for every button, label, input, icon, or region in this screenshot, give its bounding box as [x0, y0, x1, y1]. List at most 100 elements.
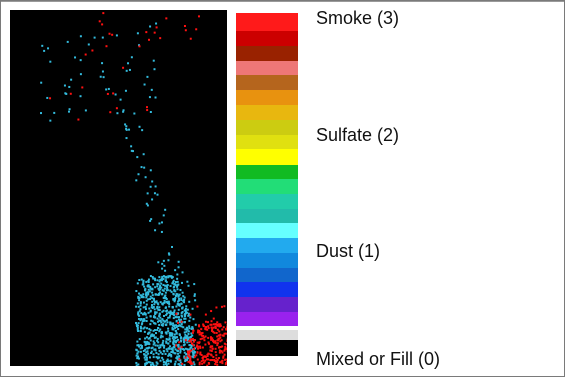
- aerosol-pixel: [46, 96, 49, 99]
- aerosol-pixel: [165, 297, 168, 300]
- aerosol-pixel: [183, 298, 186, 301]
- aerosol-pixel: [158, 330, 161, 333]
- aerosol-pixel: [40, 112, 43, 115]
- aerosol-pixel: [175, 344, 178, 347]
- aerosol-pixel: [177, 316, 180, 319]
- aerosol-pixel: [162, 322, 165, 325]
- aerosol-pixel: [171, 337, 174, 340]
- aerosol-pixel: [184, 336, 187, 339]
- aerosol-pixel: [137, 311, 140, 314]
- aerosol-pixel: [144, 355, 147, 358]
- aerosol-pixel: [167, 276, 170, 279]
- aerosol-pixel: [165, 359, 168, 362]
- aerosol-pixel: [176, 273, 179, 276]
- aerosol-pixel: [167, 338, 170, 341]
- aerosol-pixel: [225, 328, 227, 331]
- aerosol-pixel: [196, 358, 199, 361]
- aerosol-pixel: [174, 341, 177, 344]
- aerosol-pixel: [145, 31, 148, 34]
- aerosol-pixel: [195, 28, 198, 31]
- aerosol-pixel: [138, 296, 141, 299]
- aerosol-pixel: [169, 345, 172, 348]
- aerosol-pixel: [135, 305, 138, 308]
- aerosol-pixel: [196, 305, 199, 308]
- aerosol-pixel: [176, 277, 179, 280]
- aerosol-pixel: [136, 156, 139, 159]
- aerosol-pixel: [173, 283, 176, 286]
- aerosol-pixel: [176, 358, 179, 361]
- aerosol-pixel: [207, 352, 210, 355]
- aerosol-pixel: [159, 284, 162, 287]
- aerosol-pixel: [40, 81, 43, 84]
- aerosol-pixel: [207, 325, 210, 328]
- aerosol-pixel: [163, 301, 166, 304]
- aerosol-pixel: [41, 44, 44, 47]
- aerosol-pixel: [168, 311, 171, 314]
- aerosol-pixel: [165, 17, 168, 20]
- legend-swatch: [236, 312, 298, 326]
- aerosol-pixel: [144, 337, 147, 340]
- aerosol-pixel: [197, 324, 200, 327]
- aerosol-pixel: [122, 110, 125, 113]
- aerosol-pixel: [207, 358, 210, 361]
- aerosol-pixel: [214, 327, 217, 330]
- aerosol-pixel: [149, 169, 152, 172]
- legend-swatch: [236, 268, 298, 282]
- aerosol-pixel: [181, 362, 184, 365]
- legend-label-sulfate: Sulfate (2): [316, 125, 400, 145]
- aerosol-pixel: [137, 296, 140, 299]
- aerosol-pixel: [159, 351, 162, 354]
- aerosol-pixel: [163, 344, 166, 347]
- aerosol-pixel: [184, 339, 187, 342]
- aerosol-pixel: [192, 340, 195, 343]
- aerosol-pixel: [180, 346, 183, 349]
- aerosol-pixel: [153, 31, 156, 34]
- aerosol-pixel: [172, 298, 175, 301]
- aerosol-pixel: [141, 283, 144, 286]
- aerosol-pixel: [148, 96, 151, 99]
- aerosol-pixel: [84, 53, 87, 56]
- aerosol-pixel: [188, 300, 191, 303]
- aerosol-pixel: [168, 334, 171, 337]
- aerosol-pixel: [216, 339, 219, 342]
- aerosol-pixel: [167, 301, 170, 304]
- aerosol-pixel: [200, 328, 203, 331]
- aerosol-pixel: [204, 335, 207, 338]
- aerosol-pixel: [144, 364, 147, 366]
- aerosol-pixel: [216, 324, 219, 327]
- aerosol-pixel: [144, 307, 147, 310]
- aerosol-pixel: [168, 316, 171, 319]
- legend-label-dust: Dust (1): [316, 241, 381, 261]
- aerosol-pixel: [178, 341, 181, 344]
- aerosol-pixel: [154, 312, 157, 315]
- aerosol-pixel: [150, 306, 153, 309]
- aerosol-pixel: [174, 297, 177, 300]
- aerosol-pixel: [144, 362, 147, 365]
- aerosol-pixel: [170, 323, 173, 326]
- aerosol-pixel: [159, 336, 162, 339]
- aerosol-pixel: [149, 219, 152, 222]
- aerosol-pixel: [177, 312, 180, 315]
- aerosol-pixel: [156, 320, 159, 323]
- aerosol-pixel: [141, 129, 144, 132]
- aerosol-pixel: [153, 192, 156, 195]
- aerosol-pixel: [139, 350, 142, 353]
- aerosol-pixel: [173, 343, 176, 346]
- legend-swatch: [236, 326, 298, 330]
- aerosol-pixel: [166, 302, 169, 305]
- aerosol-pixel: [178, 359, 181, 362]
- aerosol-pixel: [210, 329, 213, 332]
- aerosol-pixel: [124, 123, 127, 126]
- aerosol-pixel: [137, 322, 140, 325]
- aerosol-pixel: [191, 327, 194, 330]
- aerosol-pixel: [154, 96, 157, 99]
- aerosol-pixel: [145, 299, 148, 302]
- aerosol-pixel: [183, 296, 186, 299]
- aerosol-pixel: [198, 325, 201, 328]
- aerosol-pixel: [209, 353, 212, 356]
- aerosol-pixel: [147, 291, 150, 294]
- aerosol-pixel: [177, 318, 180, 321]
- aerosol-pixel: [136, 282, 139, 285]
- aerosol-pixel: [144, 287, 147, 290]
- aerosol-pixel: [152, 283, 155, 286]
